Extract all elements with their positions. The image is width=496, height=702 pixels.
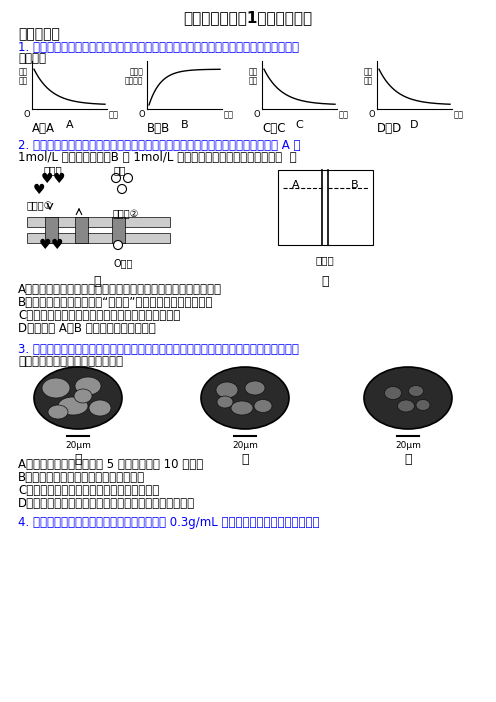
Ellipse shape <box>48 405 68 419</box>
Circle shape <box>112 173 121 183</box>
Ellipse shape <box>42 378 70 398</box>
Circle shape <box>124 173 132 183</box>
Ellipse shape <box>201 367 289 429</box>
Bar <box>278 170 373 245</box>
Text: A: A <box>292 180 300 190</box>
Ellipse shape <box>34 367 122 429</box>
Ellipse shape <box>231 401 253 415</box>
Text: 细胞: 细胞 <box>364 67 373 76</box>
Ellipse shape <box>364 367 452 429</box>
Bar <box>75 217 88 243</box>
Text: O: O <box>369 110 375 119</box>
Text: B: B <box>351 180 359 190</box>
Ellipse shape <box>416 399 430 411</box>
Text: 蛋白质②: 蛋白质② <box>113 209 139 219</box>
Text: 1mol/L 的葡萄糖溶液，B 为 1mol/L 的乳酸溶液，下列分析正确的是（  ）: 1mol/L 的葡萄糖溶液，B 为 1mol/L 的乳酸溶液，下列分析正确的是（… <box>18 151 297 164</box>
Text: 三种细胞状态，下列叙述正确的是: 三种细胞状态，下列叙述正确的是 <box>18 355 123 368</box>
Circle shape <box>118 185 126 194</box>
Text: ♥: ♥ <box>33 183 45 197</box>
Ellipse shape <box>409 385 424 397</box>
Ellipse shape <box>216 382 238 398</box>
Text: 细胞: 细胞 <box>19 67 28 76</box>
Text: 乙: 乙 <box>241 453 249 466</box>
Circle shape <box>114 241 123 249</box>
Bar <box>45 217 58 243</box>
Text: D．D: D．D <box>377 122 402 135</box>
Text: C．与甲相比，乙所示细胞的细胞液浓度较低: C．与甲相比，乙所示细胞的细胞液浓度较低 <box>18 484 159 497</box>
Text: A．由观察甲到观察乙须将 5 倍目镜更换为 10 倍目镜: A．由观察甲到观察乙须将 5 倍目镜更换为 10 倍目镜 <box>18 458 203 471</box>
Text: C: C <box>296 120 304 130</box>
Text: ♥: ♥ <box>39 238 51 252</box>
Text: 时间: 时间 <box>339 110 349 119</box>
Text: D: D <box>410 120 419 130</box>
Text: ♥: ♥ <box>53 172 65 186</box>
Text: A．图甲中，葡萄糖和乳酸跨膜运输的共同点都是逆浓度梯度运输: A．图甲中，葡萄糖和乳酸跨膜运输的共同点都是逆浓度梯度运输 <box>18 283 222 296</box>
Text: 4. 某同学将紫色的洋葱鳞片叶外表皮细胞置于 0.3g/mL 蔗糖溶液中，观察质壁分离及复: 4. 某同学将紫色的洋葱鳞片叶外表皮细胞置于 0.3g/mL 蔗糖溶液中，观察质… <box>18 516 319 529</box>
Text: O: O <box>138 110 145 119</box>
Text: C．图乙中半透膜模拟的是成熟植物细胞中的细胞膜: C．图乙中半透膜模拟的是成熟植物细胞中的细胞膜 <box>18 309 180 322</box>
Text: 人教版高一必修1月考生物试题: 人教版高一必修1月考生物试题 <box>184 10 312 25</box>
Text: B: B <box>181 120 188 130</box>
Text: 乙: 乙 <box>322 275 329 288</box>
Text: 半透膜: 半透膜 <box>315 255 334 265</box>
Ellipse shape <box>397 400 415 412</box>
Text: ♥: ♥ <box>41 172 53 186</box>
Text: 甲: 甲 <box>74 453 82 466</box>
Ellipse shape <box>75 377 101 395</box>
Text: 20μm: 20μm <box>395 441 421 450</box>
Ellipse shape <box>58 397 88 415</box>
Ellipse shape <box>384 387 401 399</box>
Text: D．图乙中 A、B 液面一定不会发生改变: D．图乙中 A、B 液面一定不会发生改变 <box>18 322 156 335</box>
Bar <box>27 233 170 243</box>
Text: 甲: 甲 <box>93 275 101 288</box>
Text: 一、选择题: 一、选择题 <box>18 27 60 41</box>
Text: O能量: O能量 <box>113 258 132 268</box>
Text: O: O <box>253 110 260 119</box>
Text: 丙: 丙 <box>404 453 412 466</box>
Ellipse shape <box>245 381 265 395</box>
Text: 蛋白质①: 蛋白质① <box>27 201 54 211</box>
Text: 错误的是: 错误的是 <box>18 52 46 65</box>
Text: B．B: B．B <box>147 122 170 135</box>
Text: 体积: 体积 <box>19 76 28 85</box>
Text: C．C: C．C <box>262 122 286 135</box>
Ellipse shape <box>89 400 111 416</box>
Bar <box>112 217 125 243</box>
Text: 时间: 时间 <box>109 110 119 119</box>
Text: B．在无氧环境中，图甲中“葡萄糖”的跨膜运输不会受到影响: B．在无氧环境中，图甲中“葡萄糖”的跨膜运输不会受到影响 <box>18 296 213 309</box>
Text: 液泡体积: 液泡体积 <box>124 76 143 85</box>
Text: 1. 利用洋葱鳞片叶外表皮细胞做质壁分离实验，下图示质壁分离过程中的一些变化趋势，: 1. 利用洋葱鳞片叶外表皮细胞做质壁分离实验，下图示质壁分离过程中的一些变化趋势… <box>18 41 299 54</box>
Text: 复合膜: 复合膜 <box>129 67 143 76</box>
Text: A: A <box>65 120 73 130</box>
Text: 失水: 失水 <box>249 67 258 76</box>
Text: 3. 在紫色洋葱鳞片叶外表皮细胞的失水和吸水实验中，显微镜下可依次观察到甲、乙、丙: 3. 在紫色洋葱鳞片叶外表皮细胞的失水和吸水实验中，显微镜下可依次观察到甲、乙、… <box>18 343 299 356</box>
Text: 时间: 时间 <box>224 110 234 119</box>
Ellipse shape <box>217 396 233 408</box>
Text: ♥: ♥ <box>51 238 63 252</box>
Text: 能力: 能力 <box>249 76 258 85</box>
Text: B．甲、乙可以在同一个细胞内依次发生: B．甲、乙可以在同一个细胞内依次发生 <box>18 471 145 484</box>
Text: 乳酸: 乳酸 <box>113 165 125 175</box>
Text: D．乙变化为丙的过程中，没有水分子从胞内扩散到胞外: D．乙变化为丙的过程中，没有水分子从胞内扩散到胞外 <box>18 497 195 510</box>
Text: 2. 图甲表示人的成熟红细胞细胞膜的结构及葡萄糖和乳酸的跨膜运输情况，图乙中 A 为: 2. 图甲表示人的成熟红细胞细胞膜的结构及葡萄糖和乳酸的跨膜运输情况，图乙中 A… <box>18 139 301 152</box>
Ellipse shape <box>254 399 272 413</box>
Text: 20μm: 20μm <box>232 441 258 450</box>
Bar <box>27 217 170 227</box>
Text: 体积: 体积 <box>364 76 373 85</box>
Text: 葡萄糖: 葡萄糖 <box>43 165 62 175</box>
Text: 时间: 时间 <box>454 110 464 119</box>
Text: 20μm: 20μm <box>65 441 91 450</box>
Ellipse shape <box>74 389 92 403</box>
Text: A．A: A．A <box>32 122 55 135</box>
Text: O: O <box>23 110 30 119</box>
